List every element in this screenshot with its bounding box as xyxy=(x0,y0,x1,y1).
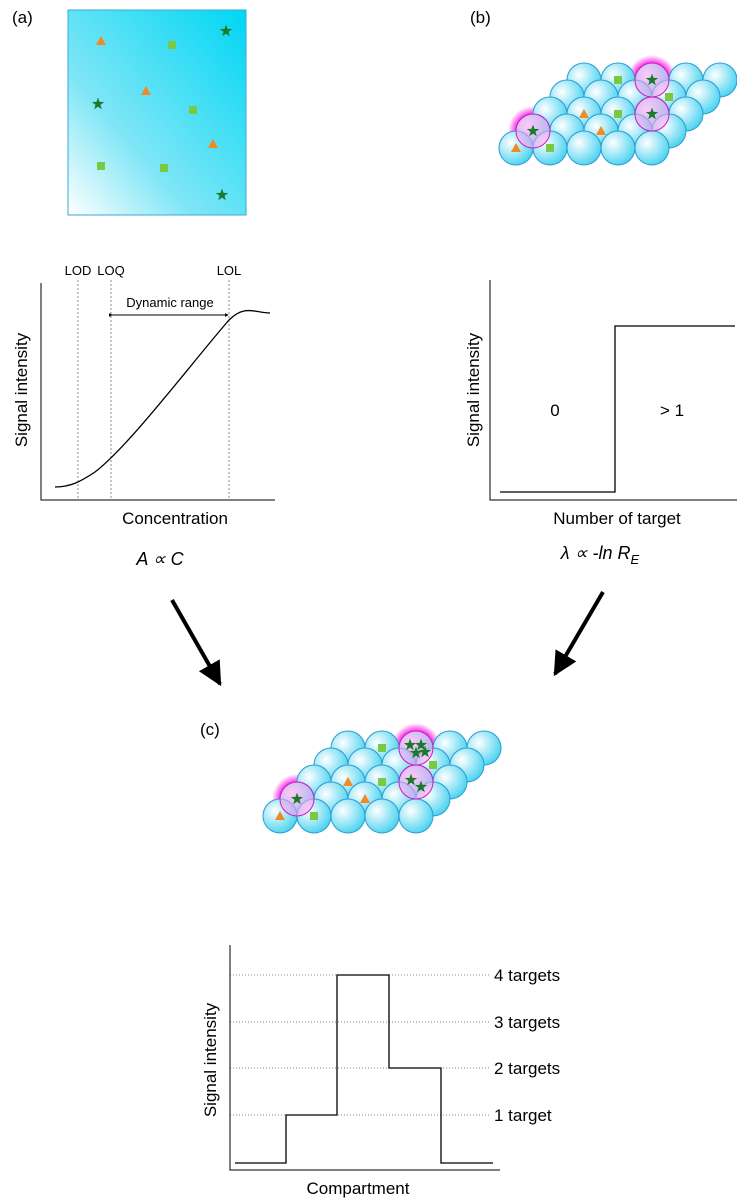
arrow xyxy=(172,600,220,684)
compartments xyxy=(499,55,737,165)
positive-label: > 1 xyxy=(660,401,684,420)
lod-label: LOD xyxy=(65,263,92,278)
level-label: 1 target xyxy=(494,1106,552,1125)
positive-compartment xyxy=(399,765,433,799)
sample-square xyxy=(68,10,246,215)
arrow xyxy=(555,592,603,674)
step-line xyxy=(235,975,493,1163)
square xyxy=(665,93,673,101)
square xyxy=(160,164,168,172)
level-label: 2 targets xyxy=(494,1059,560,1078)
equation: λ ∝ -ln RE xyxy=(560,543,640,567)
square xyxy=(97,162,105,170)
compartment xyxy=(399,799,433,833)
range-label: Dynamic range xyxy=(126,295,213,310)
compartment xyxy=(601,131,635,165)
axes xyxy=(41,283,275,500)
plot-c xyxy=(230,945,500,1170)
equation-main: λ ∝ -ln R xyxy=(560,543,631,563)
lol-label: LOL xyxy=(217,263,242,278)
y-label: Signal intensity xyxy=(201,1002,220,1117)
square xyxy=(614,76,622,84)
square xyxy=(546,144,554,152)
y-label: Signal intensity xyxy=(464,332,483,447)
x-label: Compartment xyxy=(307,1179,410,1198)
compartment xyxy=(567,131,601,165)
panel-label: (b) xyxy=(470,8,491,27)
square xyxy=(378,744,386,752)
square xyxy=(378,778,386,786)
axes xyxy=(230,945,500,1170)
equation-subscript: E xyxy=(631,552,640,567)
compartment xyxy=(331,799,365,833)
loq-label: LOQ xyxy=(97,263,124,278)
axes xyxy=(490,280,737,500)
y-label: Signal intensity xyxy=(12,332,31,447)
plot-b xyxy=(490,280,737,500)
figure: (a) LOD LOQ LOL Dynamic range Signal int… xyxy=(0,0,737,1198)
x-label: Concentration xyxy=(122,509,228,528)
x-label: Number of target xyxy=(553,509,681,528)
square xyxy=(189,106,197,114)
compartments xyxy=(263,723,501,833)
equation: A ∝ C xyxy=(135,549,184,569)
square xyxy=(429,761,437,769)
step-line xyxy=(500,326,735,492)
panel-label: (a) xyxy=(12,8,33,27)
compartment xyxy=(365,799,399,833)
compartment xyxy=(635,131,669,165)
page: {"panel_a": {"label": "(a)", "lod": "LOD… xyxy=(0,0,737,1198)
square xyxy=(310,812,318,820)
square xyxy=(168,41,176,49)
level-label: 4 targets xyxy=(494,966,560,985)
square xyxy=(614,110,622,118)
panel-label: (c) xyxy=(200,720,220,739)
calibration-curve xyxy=(55,310,270,487)
plot-a xyxy=(41,280,275,500)
level-label: 3 targets xyxy=(494,1013,560,1032)
zero-label: 0 xyxy=(550,401,559,420)
